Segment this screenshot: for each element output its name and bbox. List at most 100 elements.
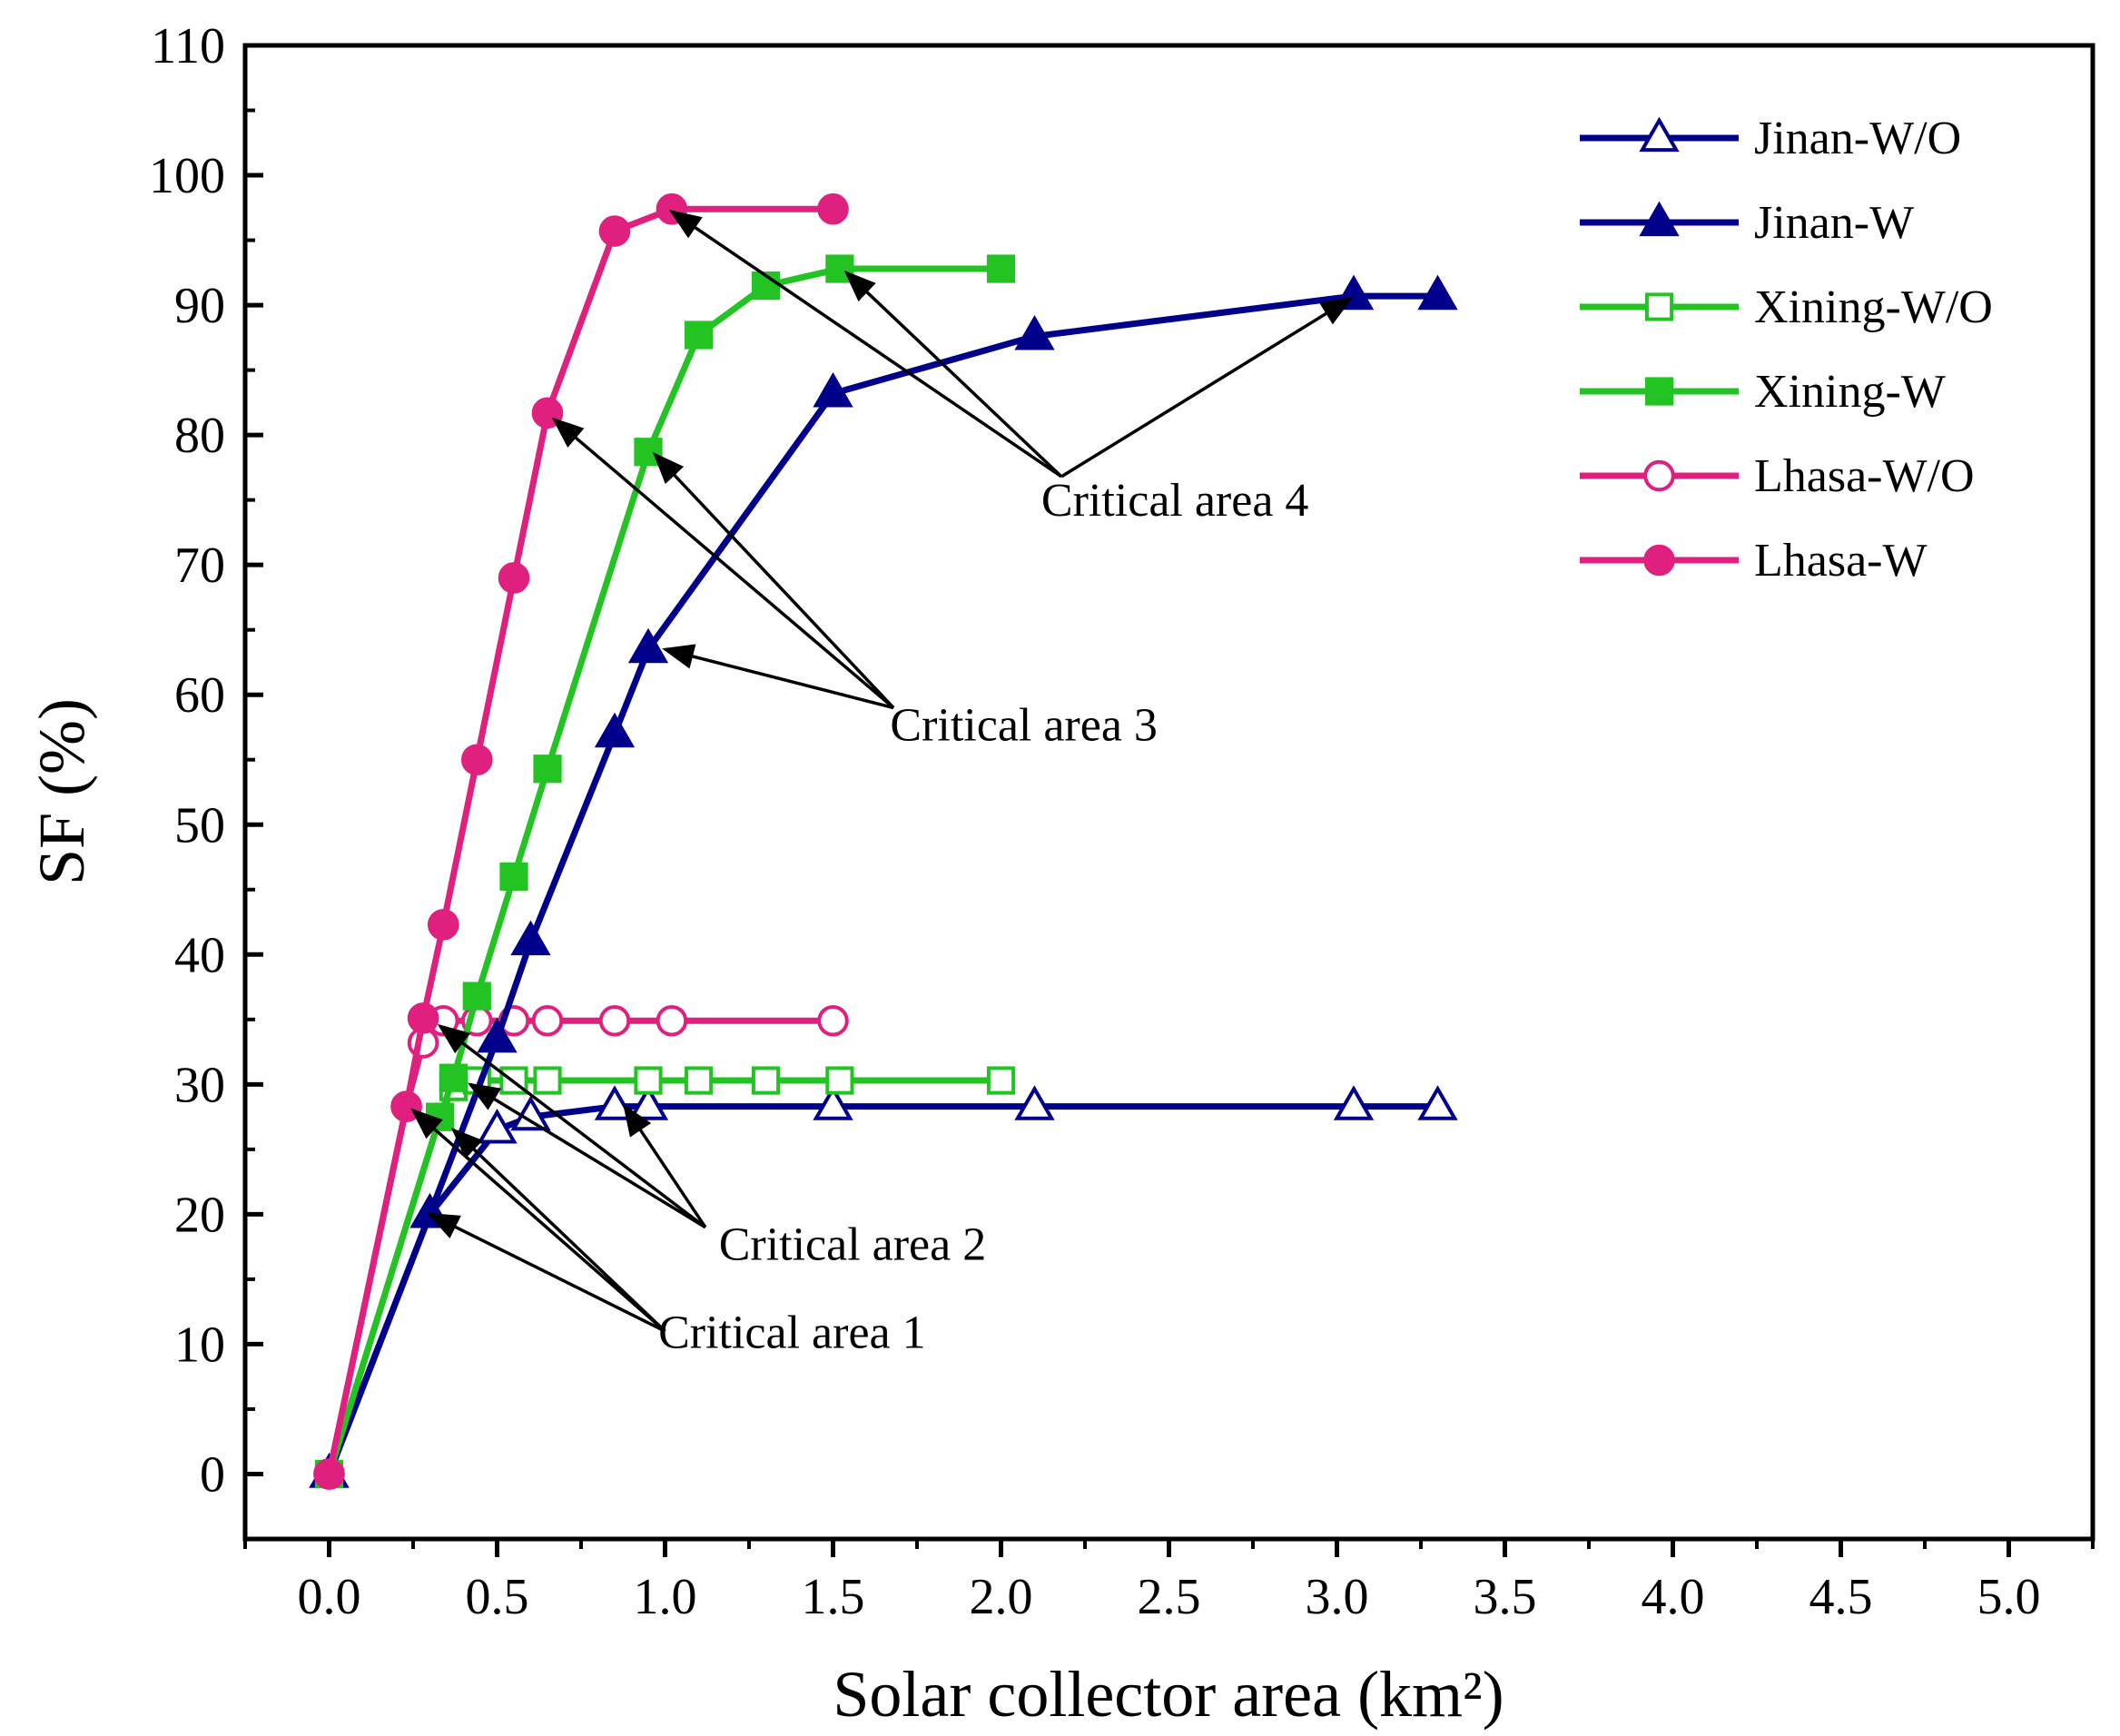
series-jinan-w xyxy=(309,274,1458,1488)
data-point xyxy=(510,1095,551,1131)
y-tick-label: 50 xyxy=(174,797,225,853)
data-point xyxy=(986,254,1016,283)
data-point xyxy=(817,192,849,225)
annotation-1: Critical area 1 xyxy=(410,1108,926,1359)
data-point xyxy=(428,909,459,941)
y-axis-title: SF (%) xyxy=(25,698,98,885)
annotation-arrow xyxy=(662,644,894,710)
legend-item: Jinan-W xyxy=(1580,197,1914,249)
x-tick-label: 5.0 xyxy=(1977,1569,2041,1625)
y-tick-label: 80 xyxy=(174,408,225,464)
annotation-3: Critical area 3 xyxy=(551,417,1158,751)
data-point xyxy=(1014,315,1055,350)
legend-label: Xining-W/O xyxy=(1754,281,1993,333)
data-point xyxy=(598,1004,631,1037)
annotation-arrow xyxy=(551,417,895,709)
series-line xyxy=(326,205,833,1475)
data-point xyxy=(1333,1085,1375,1120)
legend-label: Jinan-W xyxy=(1754,197,1914,249)
legend-label: Lhasa-W/O xyxy=(1754,450,1975,502)
legend-label: Lhasa-W xyxy=(1754,535,1928,587)
data-point xyxy=(477,1109,518,1144)
data-point xyxy=(751,1066,781,1095)
legend-item: Xining-W xyxy=(1580,366,1946,418)
annotation-arrow xyxy=(843,270,1063,478)
y-tick-label: 40 xyxy=(174,927,225,983)
y-tick-label: 60 xyxy=(174,667,225,724)
data-point xyxy=(986,1066,1016,1095)
annotation-label: Critical area 1 xyxy=(658,1307,926,1359)
series-layer xyxy=(309,192,1458,1490)
legend-marker xyxy=(1644,377,1674,406)
y-tick-label: 20 xyxy=(174,1187,225,1243)
x-tick-label: 4.0 xyxy=(1642,1569,1705,1625)
x-tick-label: 2.0 xyxy=(970,1569,1033,1625)
legend-label: Xining-W xyxy=(1754,366,1946,418)
annotation-arrow xyxy=(1060,297,1354,478)
legend-marker xyxy=(1639,201,1680,237)
series-jinan-w-o xyxy=(309,1085,1458,1488)
data-point xyxy=(390,1090,422,1122)
legend-item: Xining-W/O xyxy=(1580,281,1993,333)
series-line xyxy=(326,265,1001,1475)
y-tick-label: 110 xyxy=(151,18,225,74)
data-point xyxy=(1417,274,1458,311)
series-line xyxy=(326,1103,1438,1475)
annotation-2: Critical area 2 xyxy=(437,1023,987,1270)
y-tick-label: 30 xyxy=(174,1057,225,1113)
data-point xyxy=(439,1063,468,1092)
y-tick-label: 100 xyxy=(149,148,225,204)
legend-marker xyxy=(1643,459,1675,492)
annotation-arrow xyxy=(623,1103,707,1228)
x-tick-label: 1.0 xyxy=(634,1569,697,1625)
x-tick-label: 3.0 xyxy=(1306,1569,1369,1625)
data-point xyxy=(656,1004,688,1037)
data-point xyxy=(825,1066,854,1095)
data-point xyxy=(477,1017,518,1053)
legend-marker xyxy=(1639,116,1680,153)
annotation-label: Critical area 2 xyxy=(719,1218,987,1270)
annotation-arrow xyxy=(450,1128,666,1333)
x-tick-label: 2.5 xyxy=(1138,1569,1201,1625)
data-point xyxy=(498,562,530,594)
legend-label: Jinan-W/O xyxy=(1754,113,1961,164)
x-axis-title: Solar collector area (km²) xyxy=(833,1658,1504,1731)
data-point xyxy=(813,371,853,408)
legend-item: Lhasa-W/O xyxy=(1580,450,1975,502)
data-point xyxy=(634,1066,663,1095)
annotation-layer: Critical area 1 Critical area 2 Critical a… xyxy=(410,210,1354,1359)
annotation-arrow xyxy=(410,1108,666,1333)
data-point xyxy=(813,1085,853,1120)
data-point xyxy=(462,981,491,1011)
legend-marker xyxy=(1644,292,1674,321)
data-point xyxy=(627,627,669,664)
data-point xyxy=(817,1004,849,1037)
series-lhasa-w xyxy=(313,192,849,1490)
data-point xyxy=(499,862,528,892)
legend-item: Lhasa-W xyxy=(1580,535,1928,587)
legend: Jinan-W/O Jinan-W Xining-W/O Xining-W Lhasa-… xyxy=(1580,113,1993,587)
annotation-arrow xyxy=(669,210,1063,478)
annotation-arrow xyxy=(437,1023,706,1229)
annotation-arrow xyxy=(467,1082,706,1229)
data-point xyxy=(510,920,551,956)
annotation-4: Critical area 4 xyxy=(669,210,1354,527)
y-tick-label: 0 xyxy=(200,1446,225,1503)
data-point xyxy=(461,744,493,776)
x-tick-label: 0.5 xyxy=(466,1569,529,1625)
annotation-arrow xyxy=(653,452,895,709)
data-point xyxy=(598,215,631,247)
x-tick-label: 3.5 xyxy=(1474,1569,1537,1625)
x-tick-label: 0.0 xyxy=(298,1569,361,1625)
data-point xyxy=(531,1004,564,1037)
legend-item: Jinan-W/O xyxy=(1580,113,1961,164)
annotation-arrow xyxy=(427,1212,666,1333)
data-point xyxy=(594,712,636,748)
data-point xyxy=(313,1458,345,1490)
data-point xyxy=(533,755,562,784)
data-point xyxy=(684,321,714,350)
y-tick-label: 10 xyxy=(174,1317,225,1373)
x-tick-label: 4.5 xyxy=(1809,1569,1873,1625)
series-line xyxy=(326,292,1438,1475)
y-tick-label: 90 xyxy=(174,278,225,334)
